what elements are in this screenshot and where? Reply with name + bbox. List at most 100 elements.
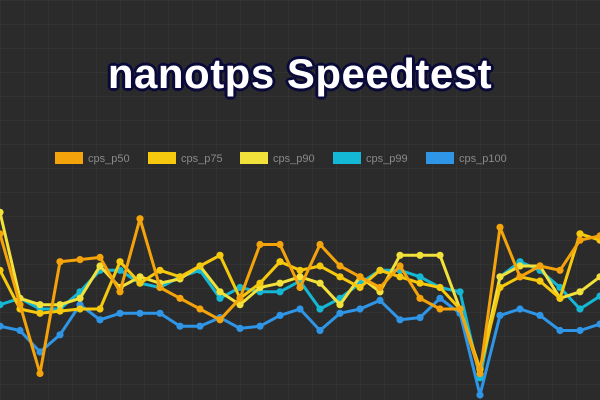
data-point[interactable] <box>176 273 184 281</box>
data-point[interactable] <box>56 307 64 315</box>
data-point[interactable] <box>416 294 424 302</box>
data-point[interactable] <box>376 283 384 292</box>
data-point[interactable] <box>216 288 224 296</box>
data-point[interactable] <box>576 230 584 238</box>
legend-item-cps_p90[interactable]: cps_p90 <box>240 152 315 165</box>
data-point[interactable] <box>556 294 564 302</box>
data-point[interactable] <box>516 262 524 270</box>
data-point[interactable] <box>316 262 324 270</box>
data-point[interactable] <box>256 240 264 249</box>
data-point[interactable] <box>176 294 184 302</box>
data-point[interactable] <box>16 301 24 309</box>
data-point[interactable] <box>456 288 464 296</box>
data-point[interactable] <box>36 301 44 309</box>
data-point[interactable] <box>316 279 324 287</box>
data-point[interactable] <box>436 294 444 302</box>
data-point[interactable] <box>36 309 44 317</box>
data-point[interactable] <box>156 266 164 274</box>
data-point[interactable] <box>156 283 164 292</box>
data-point[interactable] <box>556 266 564 274</box>
data-point[interactable] <box>316 326 324 335</box>
data-point[interactable] <box>496 311 504 319</box>
data-point[interactable] <box>176 322 184 330</box>
data-point[interactable] <box>36 348 44 356</box>
data-point[interactable] <box>276 258 284 266</box>
data-point[interactable] <box>136 279 144 287</box>
data-point[interactable] <box>416 314 424 322</box>
data-point[interactable] <box>56 331 64 339</box>
data-point[interactable] <box>576 288 584 296</box>
data-point[interactable] <box>336 273 344 281</box>
data-point[interactable] <box>136 273 144 281</box>
data-point[interactable] <box>96 305 104 313</box>
data-point[interactable] <box>96 262 104 270</box>
data-point[interactable] <box>116 258 124 266</box>
data-point[interactable] <box>16 326 24 335</box>
data-point[interactable] <box>116 288 124 296</box>
data-point[interactable] <box>276 288 284 296</box>
data-point[interactable] <box>556 326 564 335</box>
data-point[interactable] <box>496 223 504 231</box>
data-point[interactable] <box>316 240 324 249</box>
data-point[interactable] <box>56 258 64 266</box>
data-point[interactable] <box>0 230 4 238</box>
data-point[interactable] <box>516 273 524 281</box>
data-point[interactable] <box>416 251 424 259</box>
data-point[interactable] <box>76 256 84 264</box>
data-point[interactable] <box>356 273 364 281</box>
data-point[interactable] <box>536 262 544 270</box>
data-point[interactable] <box>356 283 364 292</box>
data-point[interactable] <box>216 251 224 259</box>
data-point[interactable] <box>96 316 104 324</box>
data-point[interactable] <box>136 215 144 223</box>
data-point[interactable] <box>596 273 600 281</box>
data-point[interactable] <box>196 262 204 270</box>
data-point[interactable] <box>216 294 224 302</box>
data-point[interactable] <box>316 305 324 313</box>
data-point[interactable] <box>296 305 304 313</box>
data-point[interactable] <box>496 283 504 292</box>
data-point[interactable] <box>0 208 4 216</box>
data-point[interactable] <box>296 266 304 274</box>
data-point[interactable] <box>136 309 144 317</box>
data-point[interactable] <box>336 262 344 270</box>
legend-item-cps_p99[interactable]: cps_p99 <box>333 152 408 165</box>
data-point[interactable] <box>416 273 424 281</box>
data-point[interactable] <box>216 316 224 324</box>
data-point[interactable] <box>256 279 264 287</box>
data-point[interactable] <box>236 324 244 332</box>
data-point[interactable] <box>296 283 304 292</box>
data-point[interactable] <box>196 322 204 330</box>
data-point[interactable] <box>436 251 444 259</box>
data-point[interactable] <box>536 311 544 319</box>
data-point[interactable] <box>336 309 344 317</box>
data-point[interactable] <box>256 322 264 330</box>
data-point[interactable] <box>396 316 404 324</box>
data-point[interactable] <box>516 305 524 313</box>
data-point[interactable] <box>376 266 384 274</box>
data-point[interactable] <box>0 301 4 309</box>
data-point[interactable] <box>56 301 64 309</box>
data-point[interactable] <box>96 253 104 261</box>
data-point[interactable] <box>356 305 364 313</box>
data-point[interactable] <box>276 279 284 287</box>
data-point[interactable] <box>336 301 344 309</box>
data-point[interactable] <box>116 309 124 317</box>
data-point[interactable] <box>76 294 84 302</box>
legend-item-cps_p50[interactable]: cps_p50 <box>55 152 130 165</box>
data-point[interactable] <box>376 296 384 304</box>
data-point[interactable] <box>576 305 584 313</box>
data-point[interactable] <box>276 240 284 249</box>
data-point[interactable] <box>36 369 44 378</box>
data-point[interactable] <box>596 232 600 240</box>
data-point[interactable] <box>0 322 4 330</box>
data-point[interactable] <box>436 305 444 313</box>
data-point[interactable] <box>76 305 84 313</box>
data-point[interactable] <box>396 251 404 259</box>
data-point[interactable] <box>456 305 464 313</box>
data-point[interactable] <box>396 262 404 270</box>
legend-item-cps_p100[interactable]: cps_p100 <box>426 152 507 165</box>
data-point[interactable] <box>236 301 244 309</box>
data-point[interactable] <box>416 279 424 287</box>
legend-item-cps_p75[interactable]: cps_p75 <box>148 152 223 165</box>
